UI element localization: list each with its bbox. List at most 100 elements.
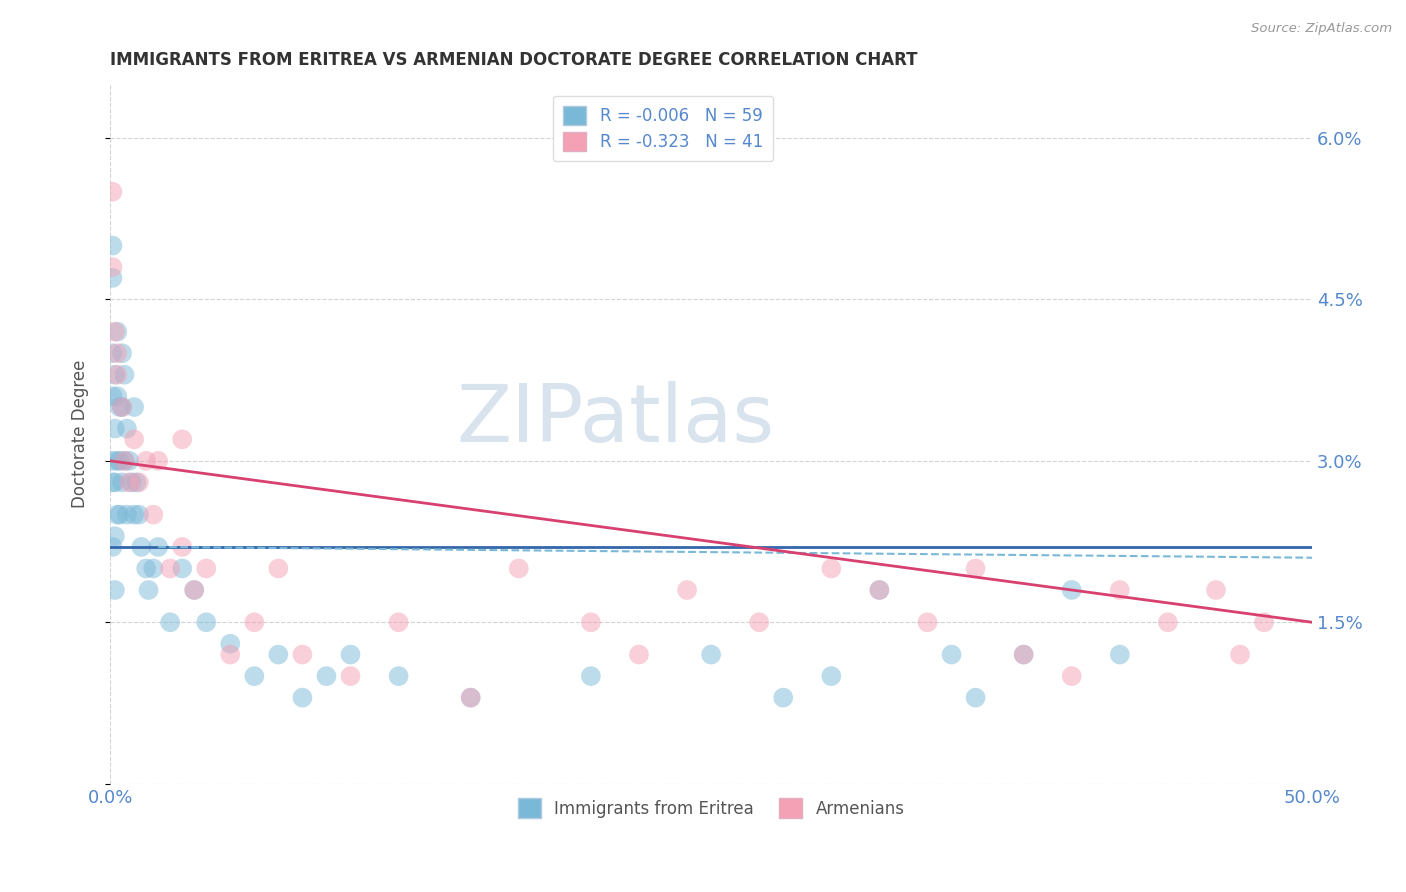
- Point: [105, 325, 128, 339]
- Point: [267, 561, 290, 575]
- Point: [101, 389, 124, 403]
- Point: [104, 529, 127, 543]
- Point: [676, 582, 699, 597]
- Point: [101, 260, 124, 274]
- Point: [114, 368, 136, 382]
- Point: [1205, 582, 1227, 597]
- Point: [195, 561, 218, 575]
- Point: [1229, 648, 1251, 662]
- Point: [315, 669, 337, 683]
- Point: [291, 690, 314, 705]
- Point: [101, 238, 124, 252]
- Point: [135, 561, 157, 575]
- Point: [128, 475, 150, 490]
- Point: [104, 325, 127, 339]
- Point: [101, 475, 124, 490]
- Point: [339, 669, 361, 683]
- Point: [142, 508, 165, 522]
- Point: [122, 508, 145, 522]
- Point: [267, 648, 290, 662]
- Point: [243, 669, 266, 683]
- Point: [1060, 582, 1083, 597]
- Point: [700, 648, 723, 662]
- Point: [146, 454, 169, 468]
- Point: [820, 669, 842, 683]
- Point: [114, 454, 136, 468]
- Text: ZIPatlas: ZIPatlas: [456, 381, 775, 459]
- Point: [105, 346, 128, 360]
- Point: [138, 582, 160, 597]
- Text: Source: ZipAtlas.com: Source: ZipAtlas.com: [1251, 22, 1392, 36]
- Point: [118, 475, 141, 490]
- Point: [579, 669, 602, 683]
- Point: [965, 690, 987, 705]
- Point: [1157, 615, 1180, 630]
- Point: [108, 454, 131, 468]
- Point: [965, 561, 987, 575]
- Point: [135, 454, 157, 468]
- Point: [1012, 648, 1035, 662]
- Point: [219, 637, 242, 651]
- Point: [183, 582, 205, 597]
- Point: [122, 433, 145, 447]
- Point: [339, 648, 361, 662]
- Point: [195, 615, 218, 630]
- Point: [101, 540, 124, 554]
- Point: [219, 648, 242, 662]
- Point: [172, 561, 194, 575]
- Point: [142, 561, 165, 575]
- Point: [118, 454, 141, 468]
- Point: [460, 690, 482, 705]
- Point: [101, 185, 124, 199]
- Point: [105, 454, 128, 468]
- Point: [508, 561, 530, 575]
- Point: [121, 475, 143, 490]
- Point: [128, 508, 150, 522]
- Point: [387, 615, 409, 630]
- Text: IMMIGRANTS FROM ERITREA VS ARMENIAN DOCTORATE DEGREE CORRELATION CHART: IMMIGRANTS FROM ERITREA VS ARMENIAN DOCT…: [110, 51, 918, 69]
- Point: [748, 615, 770, 630]
- Point: [111, 475, 134, 490]
- Point: [820, 561, 842, 575]
- Point: [104, 368, 127, 382]
- Point: [868, 582, 890, 597]
- Point: [105, 389, 128, 403]
- Point: [101, 454, 124, 468]
- Point: [172, 540, 194, 554]
- Point: [159, 561, 181, 575]
- Point: [122, 400, 145, 414]
- Point: [387, 669, 409, 683]
- Point: [1108, 582, 1130, 597]
- Point: [243, 615, 266, 630]
- Y-axis label: Doctorate Degree: Doctorate Degree: [72, 359, 89, 508]
- Legend: Immigrants from Eritrea, Armenians: Immigrants from Eritrea, Armenians: [510, 792, 911, 824]
- Point: [104, 475, 127, 490]
- Point: [183, 582, 205, 597]
- Point: [115, 508, 138, 522]
- Point: [159, 615, 181, 630]
- Point: [579, 615, 602, 630]
- Point: [104, 421, 127, 435]
- Point: [131, 540, 153, 554]
- Point: [111, 400, 134, 414]
- Point: [105, 508, 128, 522]
- Point: [111, 346, 134, 360]
- Point: [111, 400, 134, 414]
- Point: [104, 582, 127, 597]
- Point: [125, 475, 148, 490]
- Point: [627, 648, 650, 662]
- Point: [101, 271, 124, 285]
- Point: [1253, 615, 1275, 630]
- Point: [291, 648, 314, 662]
- Point: [772, 690, 794, 705]
- Point: [1108, 648, 1130, 662]
- Point: [917, 615, 939, 630]
- Point: [941, 648, 963, 662]
- Point: [105, 368, 128, 382]
- Point: [1060, 669, 1083, 683]
- Point: [172, 433, 194, 447]
- Point: [1012, 648, 1035, 662]
- Point: [101, 346, 124, 360]
- Point: [108, 400, 131, 414]
- Point: [868, 582, 890, 597]
